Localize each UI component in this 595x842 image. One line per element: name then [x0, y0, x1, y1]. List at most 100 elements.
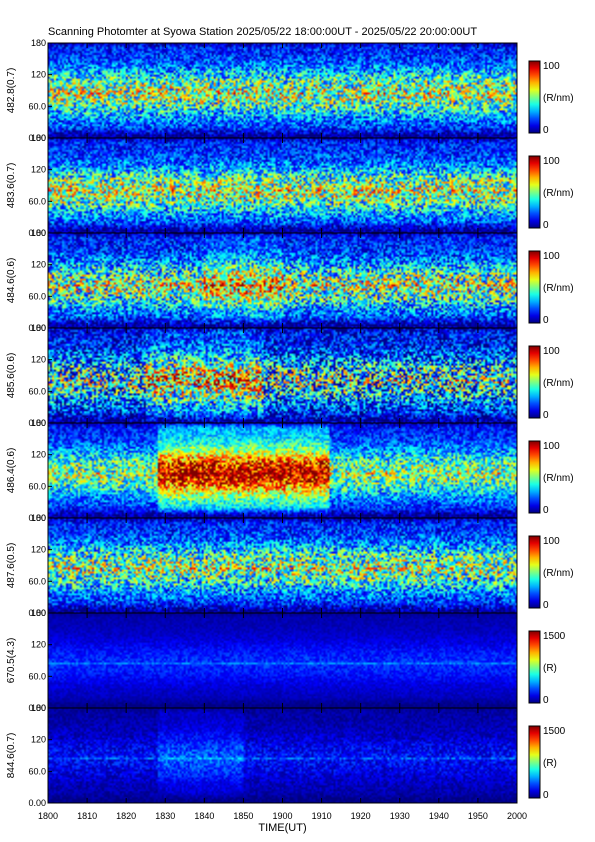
colorbar: [528, 535, 541, 609]
x-tick-label: 1920: [351, 811, 371, 821]
colorbar: [528, 725, 541, 799]
x-tick-label: 2000: [507, 811, 527, 821]
x-tick-label: 1850: [233, 811, 253, 821]
x-tick-label: 1800: [38, 811, 58, 821]
colorbar-unit-label: (R/nm): [543, 93, 574, 104]
panel-4: 0.00 60.0 120 180 485.6(0.6) 100 (R/nm) 0: [6, 323, 574, 428]
y-tick-label: 60.0: [28, 101, 46, 111]
y-tick-label: 60.0: [28, 481, 46, 491]
panel-1: 0.00 60.0 120 180 482.8(0.7) 100 (R/nm) 0: [6, 38, 574, 143]
colorbar-max-label: 100: [543, 156, 560, 167]
y-tick-label: 60.0: [28, 196, 46, 206]
colorbar-max-label: 100: [543, 346, 560, 357]
heatmap-8: [48, 708, 517, 803]
colorbar-min-label: 0: [543, 790, 549, 801]
colorbar: [528, 440, 541, 514]
panel-label: 486.4(0.6): [6, 448, 17, 494]
panel-label: 670.5(4.3): [6, 638, 17, 684]
y-tick-label: 60.0: [28, 576, 46, 586]
y-tick-label: 120: [31, 640, 46, 650]
heatmap-2: [48, 138, 517, 233]
colorbar-min-label: 0: [543, 315, 549, 326]
heatmap-7: [48, 613, 517, 708]
colorbar-unit-label: (R/nm): [543, 473, 574, 484]
x-tick-label: 1940: [429, 811, 449, 821]
y-tick-label: 180: [31, 228, 46, 238]
panel-label: 483.6(0.7): [6, 163, 17, 209]
heatmap-4: [48, 328, 517, 423]
y-tick-label: 120: [31, 260, 46, 270]
colorbar: [528, 60, 541, 134]
colorbar-unit-label: (R/nm): [543, 568, 574, 579]
panel-label: 482.8(0.7): [6, 68, 17, 114]
y-tick-label: 0.00: [28, 323, 46, 333]
panel-2: 0.00 60.0 120 180 483.6(0.7) 100 (R/nm) 0: [6, 133, 574, 238]
panel-8: 0.00 60.0 120 180 844.6(0.7) 1500 (R) 0: [6, 703, 566, 808]
x-tick-label: 1840: [194, 811, 214, 821]
y-tick-label: 120: [31, 355, 46, 365]
y-tick-label: 180: [31, 703, 46, 713]
y-tick-label: 120: [31, 450, 46, 460]
y-tick-label: 120: [31, 165, 46, 175]
x-tick-label: 1810: [77, 811, 97, 821]
y-tick-label: 180: [31, 608, 46, 618]
colorbar-max-label: 100: [543, 441, 560, 452]
colorbar-min-label: 0: [543, 220, 549, 231]
heatmap-5: [48, 423, 517, 518]
y-tick-label: 0.00: [28, 513, 46, 523]
heatmap-6: [48, 518, 517, 613]
colorbar-unit-label: (R/nm): [543, 188, 574, 199]
y-tick-label: 0.00: [28, 703, 46, 713]
panel-label: 844.6(0.7): [6, 733, 17, 779]
y-tick-label: 60.0: [28, 386, 46, 396]
colorbar-min-label: 0: [543, 505, 549, 516]
x-tick-label: 1910: [312, 811, 332, 821]
colorbar-max-label: 1500: [543, 631, 566, 642]
y-tick-label: 120: [31, 735, 46, 745]
colorbar-min-label: 0: [543, 600, 549, 611]
colorbar-max-label: 100: [543, 61, 560, 72]
heatmap-1: [48, 43, 517, 138]
y-tick-label: 60.0: [28, 671, 46, 681]
x-tick-label: 1820: [116, 811, 136, 821]
panel-7: 0.00 60.0 120 180 670.5(4.3) 1500 (R) 0: [6, 608, 566, 713]
y-tick-label: 0.00: [28, 798, 46, 808]
colorbar-min-label: 0: [543, 125, 549, 136]
panel-3: 0.00 60.0 120 180 484.6(0.6) 100 (R/nm) 0: [6, 228, 574, 333]
x-tick-label: 1830: [155, 811, 175, 821]
panel-5: 0.00 60.0 120 180 486.4(0.6) 100 (R/nm) 0: [6, 418, 574, 523]
panel-6: 0.00 60.0 120 180 487.6(0.5) 100 (R/nm) 0: [6, 513, 574, 618]
y-tick-label: 180: [31, 38, 46, 48]
heatmap-3: [48, 233, 517, 328]
x-tick-label: 1930: [390, 811, 410, 821]
panel-label: 484.6(0.6): [6, 258, 17, 304]
x-tick-label: 1950: [468, 811, 488, 821]
colorbar-max-label: 100: [543, 536, 560, 547]
y-tick-label: 0.00: [28, 608, 46, 618]
y-tick-label: 180: [31, 418, 46, 428]
colorbar-unit-label: (R): [543, 758, 557, 769]
y-tick-label: 120: [31, 545, 46, 555]
y-tick-label: 180: [31, 513, 46, 523]
colorbar-max-label: 1500: [543, 726, 566, 737]
page-title: Scanning Photomter at Syowa Station 2025…: [48, 26, 478, 38]
y-tick-label: 120: [31, 70, 46, 80]
colorbar-min-label: 0: [543, 695, 549, 706]
y-tick-label: 0.00: [28, 133, 46, 143]
x-axis-label: TIME(UT): [258, 822, 306, 834]
y-tick-label: 0.00: [28, 418, 46, 428]
colorbar-min-label: 0: [543, 410, 549, 421]
colorbar: [528, 630, 541, 704]
x-tick-label: 1900: [272, 811, 292, 821]
y-tick-label: 180: [31, 133, 46, 143]
panel-label: 485.6(0.6): [6, 353, 17, 399]
colorbar: [528, 250, 541, 324]
y-tick-label: 60.0: [28, 766, 46, 776]
colorbar-unit-label: (R): [543, 663, 557, 674]
y-tick-label: 0.00: [28, 228, 46, 238]
y-tick-label: 180: [31, 323, 46, 333]
colorbar-unit-label: (R/nm): [543, 378, 574, 389]
y-tick-label: 60.0: [28, 291, 46, 301]
colorbar-unit-label: (R/nm): [543, 283, 574, 294]
